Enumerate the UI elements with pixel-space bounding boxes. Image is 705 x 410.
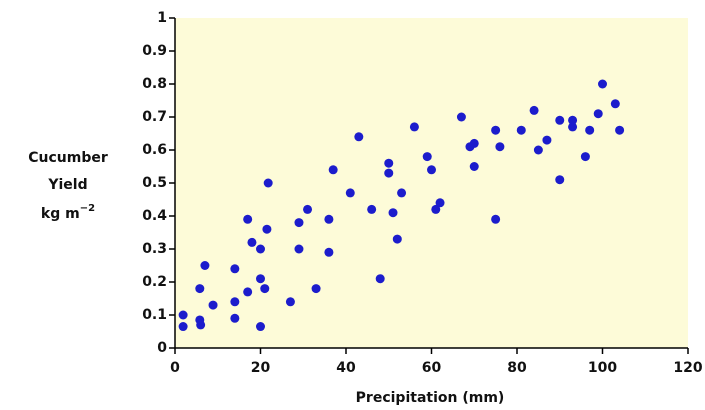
y-axis-label: Cucumber bbox=[28, 150, 108, 166]
point bbox=[533, 145, 543, 155]
point bbox=[178, 310, 188, 320]
plot-area bbox=[175, 18, 688, 348]
point bbox=[263, 178, 273, 188]
point bbox=[516, 125, 526, 135]
point bbox=[456, 112, 466, 122]
point bbox=[469, 138, 479, 148]
point bbox=[568, 122, 578, 132]
point bbox=[422, 152, 432, 162]
y-tick-label: 0.2 bbox=[142, 274, 167, 290]
point bbox=[256, 244, 265, 254]
point bbox=[580, 152, 590, 162]
x-tick-label: 0 bbox=[170, 360, 180, 376]
point bbox=[256, 274, 265, 284]
y-tick-label: 0.4 bbox=[142, 208, 167, 224]
point bbox=[196, 320, 206, 330]
point bbox=[384, 158, 394, 168]
point bbox=[200, 261, 210, 270]
point bbox=[303, 204, 313, 214]
point bbox=[262, 224, 272, 234]
point bbox=[324, 214, 334, 224]
point bbox=[243, 287, 253, 297]
point bbox=[495, 142, 505, 152]
point bbox=[178, 322, 188, 332]
point bbox=[529, 105, 539, 115]
unit: kg m bbox=[41, 206, 80, 222]
point bbox=[345, 188, 355, 198]
x-tick-label: 120 bbox=[673, 360, 702, 376]
y-axis-label: Yield bbox=[47, 177, 87, 193]
unit-exponent: −2 bbox=[80, 203, 95, 214]
point bbox=[593, 109, 603, 119]
point bbox=[610, 99, 620, 109]
point bbox=[367, 204, 377, 214]
point bbox=[384, 168, 394, 178]
point bbox=[256, 322, 265, 332]
x-tick-label: 20 bbox=[251, 360, 271, 376]
point bbox=[388, 208, 398, 218]
point bbox=[195, 284, 205, 294]
point bbox=[598, 79, 607, 89]
point bbox=[230, 264, 240, 274]
point bbox=[294, 244, 304, 254]
y-tick-label: 0.7 bbox=[142, 109, 167, 125]
point bbox=[392, 234, 402, 244]
y-tick-label: 0.6 bbox=[142, 142, 167, 158]
point bbox=[354, 132, 364, 142]
y-axis-unit: kg m−2 bbox=[41, 203, 95, 222]
point bbox=[409, 122, 419, 132]
y-tick-label: 0.1 bbox=[142, 307, 167, 323]
point bbox=[585, 125, 595, 135]
x-tick-label: 60 bbox=[422, 360, 442, 376]
point bbox=[243, 214, 253, 224]
y-tick-label: 0 bbox=[157, 340, 167, 356]
point bbox=[230, 297, 240, 307]
y-tick-label: 0.5 bbox=[142, 175, 167, 191]
point bbox=[260, 284, 270, 294]
point bbox=[427, 165, 436, 175]
point bbox=[208, 300, 218, 310]
point bbox=[568, 115, 578, 125]
point bbox=[431, 204, 441, 214]
point bbox=[375, 274, 385, 284]
y-tick-label: 1 bbox=[157, 10, 167, 26]
point bbox=[435, 198, 445, 208]
x-tick-label: 100 bbox=[588, 360, 617, 376]
point bbox=[615, 125, 625, 135]
point bbox=[311, 284, 321, 294]
y-tick-label: 0.8 bbox=[142, 76, 167, 92]
point bbox=[397, 188, 407, 198]
point bbox=[328, 165, 338, 175]
point bbox=[294, 218, 304, 228]
point bbox=[324, 247, 334, 257]
x-tick-label: 40 bbox=[336, 360, 356, 376]
y-tick-label: 0.3 bbox=[142, 241, 167, 257]
x-axis-label: Precipitation (mm) bbox=[356, 390, 505, 406]
point bbox=[555, 115, 565, 125]
y-tick-label: 0.9 bbox=[142, 43, 167, 59]
point bbox=[555, 175, 565, 185]
point bbox=[247, 237, 257, 247]
point bbox=[230, 313, 240, 323]
point bbox=[542, 135, 552, 145]
x-tick-label: 80 bbox=[507, 360, 527, 376]
point bbox=[285, 297, 295, 307]
point bbox=[491, 125, 501, 135]
point bbox=[491, 214, 501, 224]
point bbox=[469, 162, 479, 171]
